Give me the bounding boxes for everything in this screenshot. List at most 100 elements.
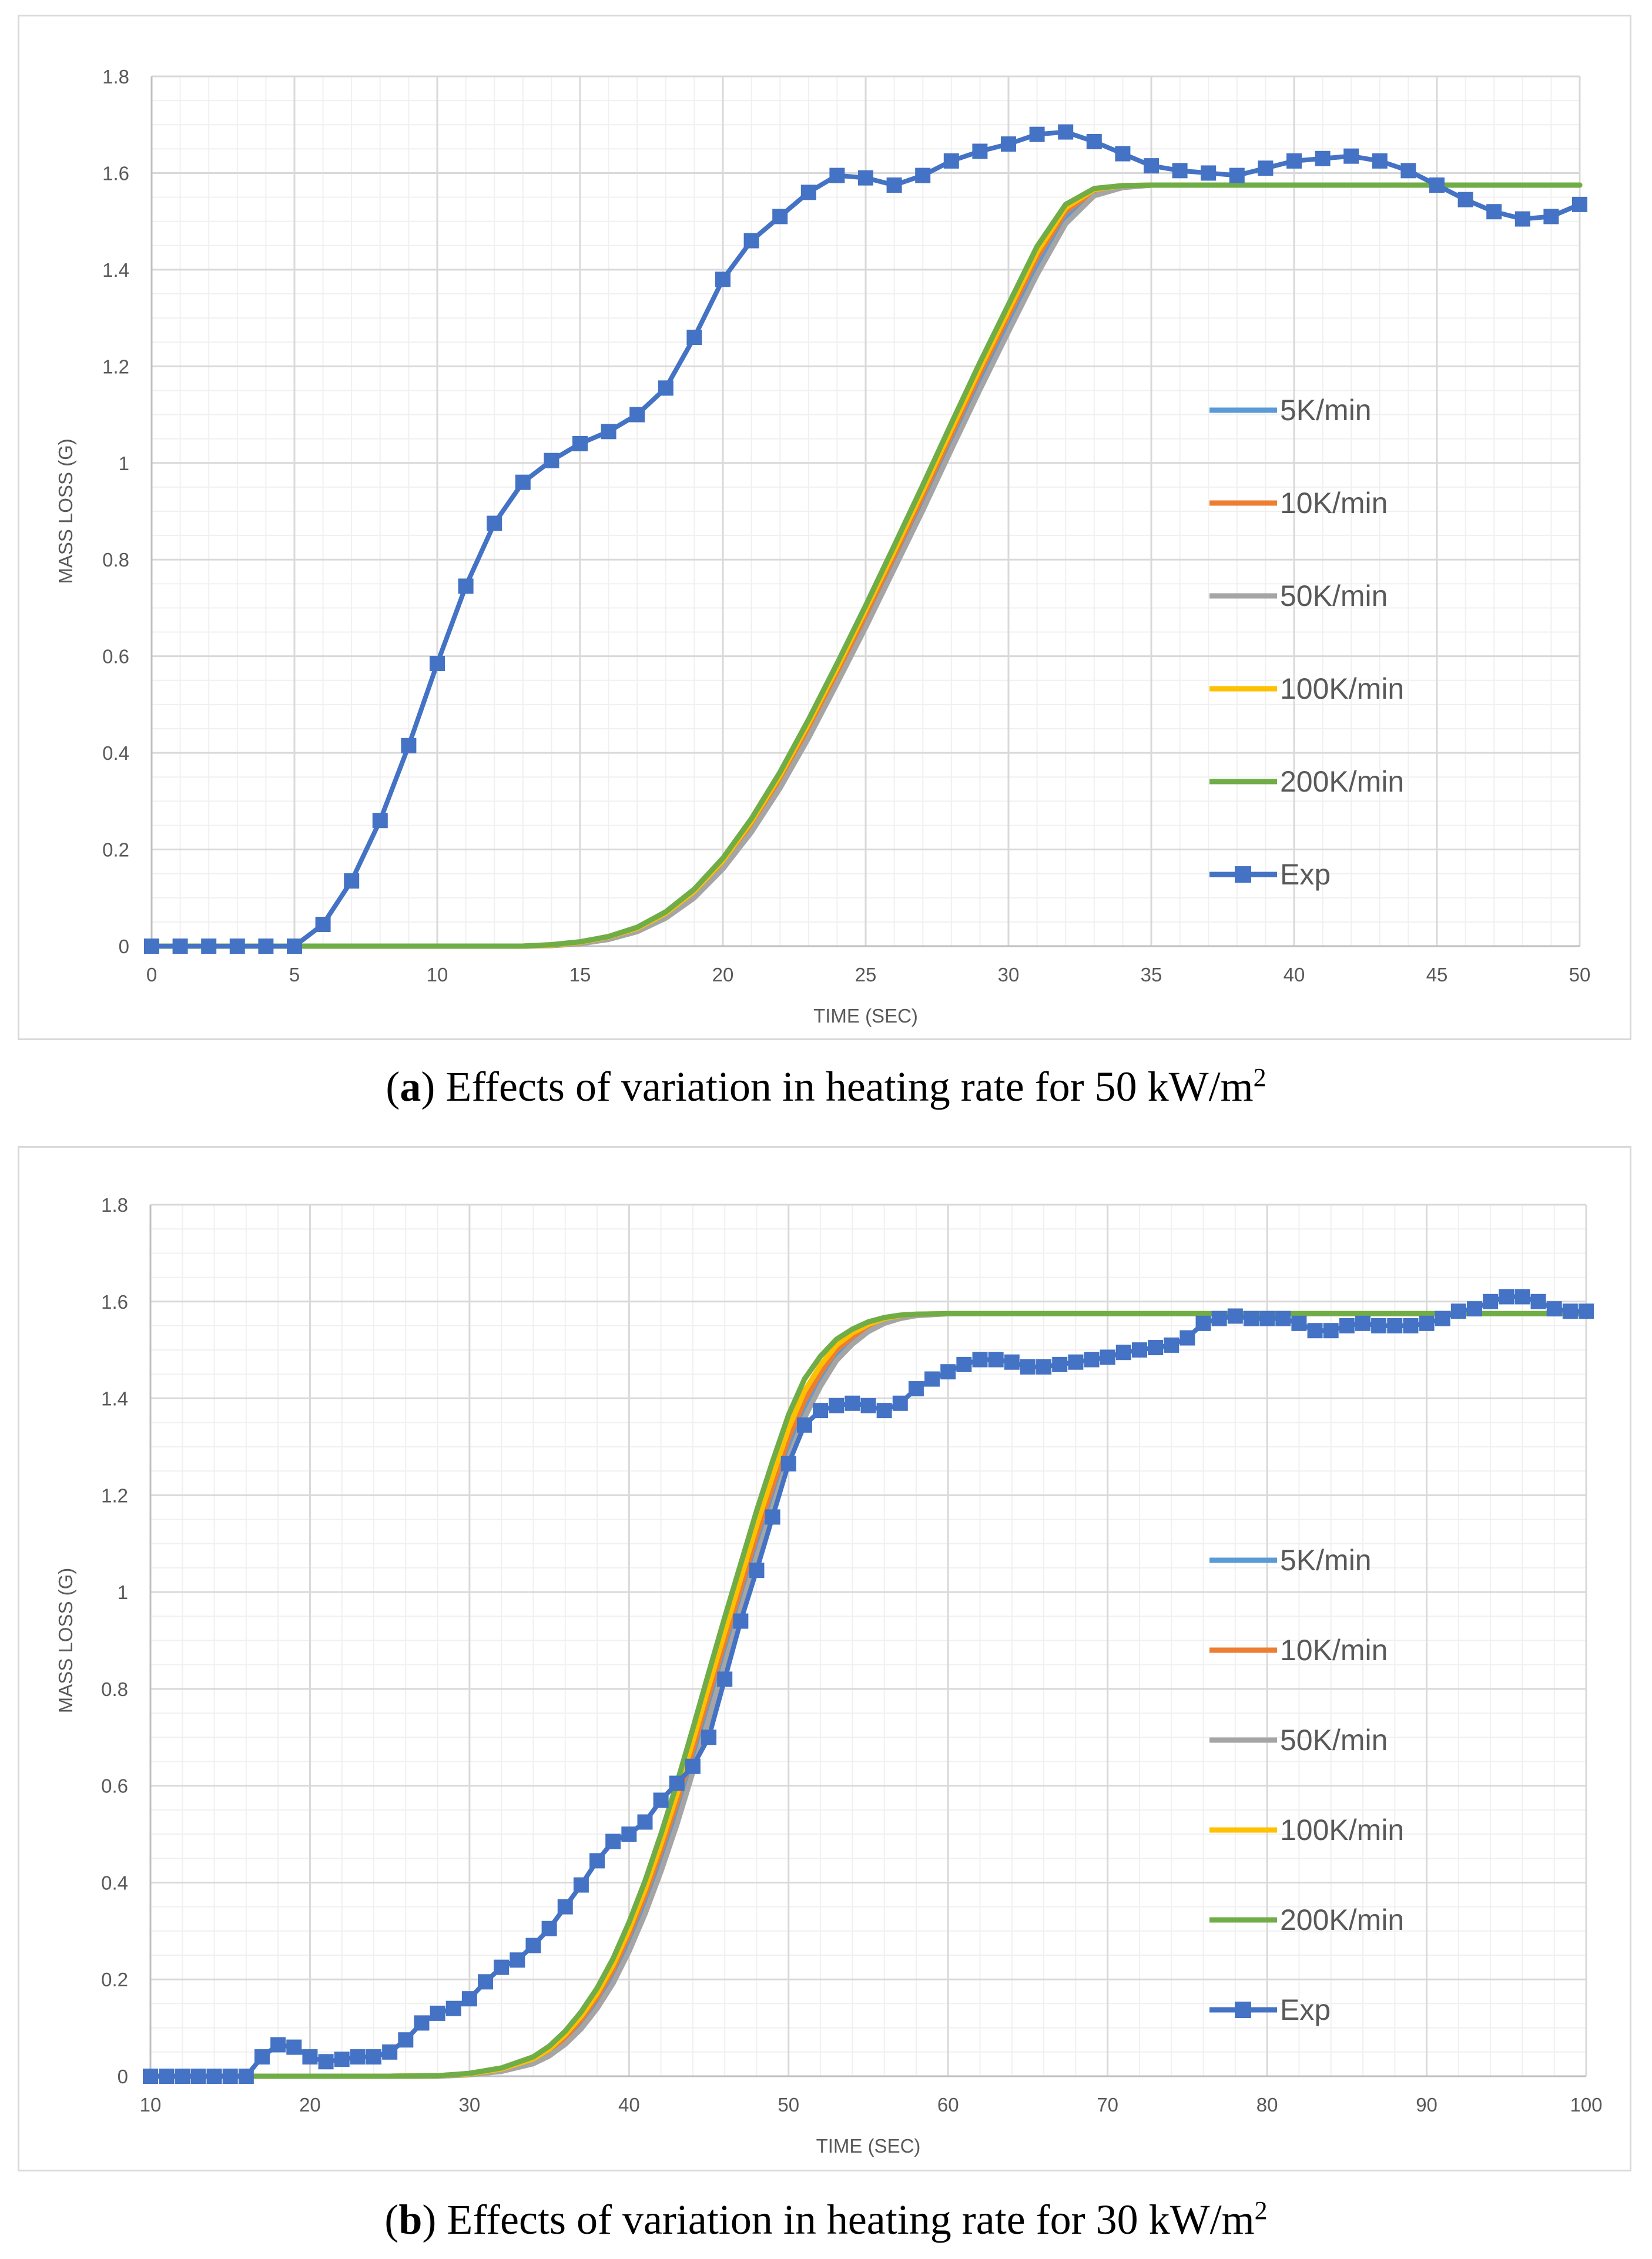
data-point — [800, 185, 816, 200]
x-tick-label: 100 — [1570, 2094, 1602, 2116]
data-point — [940, 1364, 956, 1380]
series-line-200k-min — [149, 182, 1583, 949]
y-axis-title: MASS LOSS (G) — [55, 438, 76, 584]
data-point — [658, 380, 673, 396]
data-point — [401, 738, 417, 753]
data-point — [892, 1395, 908, 1411]
y-tick-label: 1.6 — [102, 162, 129, 184]
data-point — [430, 2005, 445, 2021]
data-point — [621, 1826, 637, 1842]
data-point — [717, 1671, 733, 1687]
legend-label-50k-min: 50K/min — [1280, 579, 1388, 612]
data-point — [1400, 163, 1416, 179]
data-point — [972, 1352, 988, 1368]
y-tick-label: 1.2 — [101, 1484, 128, 1506]
x-tick-label: 80 — [1256, 2094, 1278, 2116]
data-point — [653, 1792, 669, 1808]
series-markers-exp — [143, 1289, 1594, 2084]
y-tick-label: 1.8 — [101, 1194, 128, 1216]
data-point — [302, 2049, 318, 2065]
data-point — [1211, 1311, 1227, 1326]
data-point — [414, 2015, 430, 2031]
data-point — [1172, 163, 1188, 179]
data-point — [287, 939, 302, 954]
legend-label-5k-min: 5K/min — [1280, 1544, 1372, 1577]
data-point — [286, 2039, 302, 2055]
legend-label-10k-min: 10K/min — [1280, 487, 1388, 519]
data-point — [222, 2069, 238, 2084]
data-point — [1086, 134, 1102, 149]
data-point — [350, 2049, 366, 2065]
data-point — [1562, 1303, 1578, 1319]
data-point — [1058, 124, 1074, 140]
legend-label-5k-min: 5K/min — [1280, 394, 1372, 427]
chart-panel-b: 10 20 30 40 50 60 70 80 90 100 0 0.2 0.4 0.6 0.8 1 1.2 1.… — [18, 1146, 1631, 2171]
data-point — [478, 1974, 494, 1990]
x-tick-label: 10 — [427, 964, 448, 986]
data-point — [858, 170, 873, 186]
data-point — [175, 2069, 190, 2084]
data-point — [254, 2049, 270, 2065]
data-point — [1131, 1342, 1147, 1358]
data-point — [715, 272, 731, 287]
chart-b-svg: 10 20 30 40 50 60 70 80 90 100 0 0.2 0.4 0.6 0.8 1 1.2 1.… — [55, 1194, 1603, 2157]
data-point — [1372, 153, 1388, 169]
x-tick-label: 0 — [146, 964, 157, 986]
x-tick-label: 30 — [998, 964, 1020, 986]
y-tick-label: 0 — [118, 2066, 128, 2087]
data-point — [1115, 146, 1131, 162]
series-line-exp — [148, 1294, 1589, 2079]
legend-label-50k-min: 50K/min — [1280, 1724, 1388, 1757]
y-tick-label: 1 — [118, 1581, 128, 1603]
data-point — [159, 2069, 175, 2084]
series-line-50k-min — [148, 1311, 1589, 2079]
data-point — [1029, 126, 1045, 142]
data-point — [1275, 1311, 1291, 1326]
data-point — [845, 1395, 860, 1411]
x-axis-title: TIME (SEC) — [816, 2135, 921, 2157]
data-point — [956, 1356, 972, 1372]
data-point — [813, 1403, 829, 1419]
data-point — [1100, 1349, 1115, 1365]
data-point — [733, 1613, 749, 1629]
y-tick-label: 0.2 — [102, 839, 129, 861]
data-point — [143, 2069, 158, 2084]
data-point — [494, 1959, 510, 1975]
legend-label-200k-min: 200K/min — [1280, 1903, 1404, 1936]
data-point — [398, 2032, 414, 2048]
data-point — [1486, 204, 1502, 220]
data-point — [1195, 1315, 1211, 1331]
x-tick-label: 50 — [1569, 964, 1591, 986]
y-tick-label: 0 — [119, 936, 129, 957]
x-tick-label: 5 — [289, 964, 300, 986]
data-point — [1068, 1354, 1084, 1370]
data-point — [315, 917, 331, 932]
series-line-100k-min — [148, 1311, 1589, 2079]
data-point — [1514, 1289, 1530, 1305]
data-point — [1419, 1315, 1435, 1331]
data-point — [541, 1921, 557, 1936]
legend-label-100k-min: 100K/min — [1280, 1814, 1404, 1846]
data-point — [318, 2054, 334, 2070]
data-point — [372, 813, 388, 829]
data-point — [1020, 1359, 1036, 1375]
legend-label-exp: Exp — [1280, 1993, 1331, 2026]
data-point — [1084, 1352, 1100, 1368]
data-point — [445, 2000, 461, 2016]
data-point — [972, 143, 988, 159]
x-tick-label: 45 — [1426, 964, 1448, 986]
data-point — [1355, 1315, 1370, 1331]
data-point — [572, 435, 588, 451]
data-point — [1243, 1311, 1259, 1326]
major-gridlines — [150, 75, 1581, 947]
data-point — [1343, 148, 1359, 164]
data-point — [1499, 1289, 1514, 1305]
y-tick-label: 0.4 — [101, 1872, 128, 1893]
legend: 5K/min 10K/min 50K/min 100K/min 200K/min Exp — [1209, 394, 1404, 891]
y-tick-label: 0.6 — [102, 646, 129, 668]
x-tick-label: 25 — [855, 964, 877, 986]
y-tick-label: 1.6 — [101, 1291, 128, 1313]
data-point — [637, 1814, 653, 1830]
data-point — [908, 1381, 924, 1397]
data-point — [458, 578, 474, 594]
